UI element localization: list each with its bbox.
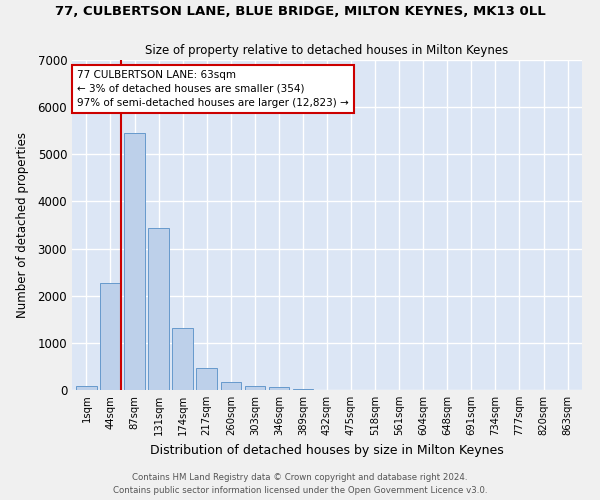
Bar bbox=[293, 388, 313, 390]
Text: 77, CULBERTSON LANE, BLUE BRIDGE, MILTON KEYNES, MK13 0LL: 77, CULBERTSON LANE, BLUE BRIDGE, MILTON… bbox=[55, 5, 545, 18]
Bar bbox=[172, 328, 193, 390]
Bar bbox=[148, 228, 169, 390]
Bar bbox=[124, 132, 145, 390]
Y-axis label: Number of detached properties: Number of detached properties bbox=[16, 132, 29, 318]
Bar bbox=[196, 368, 217, 390]
Bar bbox=[76, 386, 97, 390]
Title: Size of property relative to detached houses in Milton Keynes: Size of property relative to detached ho… bbox=[145, 44, 509, 58]
Bar bbox=[269, 388, 289, 390]
Bar bbox=[221, 382, 241, 390]
Text: Contains HM Land Registry data © Crown copyright and database right 2024.
Contai: Contains HM Land Registry data © Crown c… bbox=[113, 474, 487, 495]
Bar bbox=[245, 386, 265, 390]
Text: 77 CULBERTSON LANE: 63sqm
← 3% of detached houses are smaller (354)
97% of semi-: 77 CULBERTSON LANE: 63sqm ← 3% of detach… bbox=[77, 70, 349, 108]
Bar bbox=[100, 282, 121, 390]
X-axis label: Distribution of detached houses by size in Milton Keynes: Distribution of detached houses by size … bbox=[150, 444, 504, 456]
